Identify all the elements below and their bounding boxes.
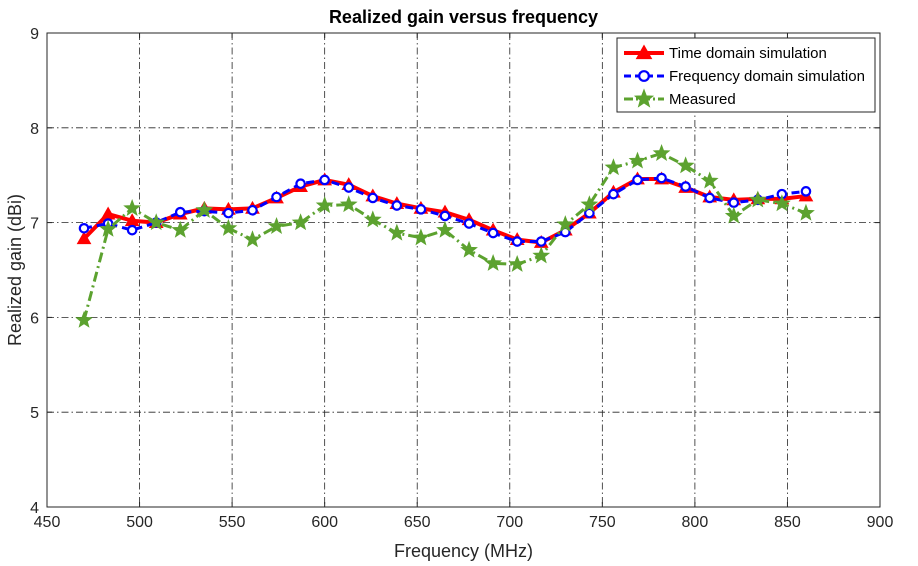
x-tick-label: 900 <box>867 514 894 531</box>
series-layer <box>75 144 815 328</box>
data-point <box>267 217 286 234</box>
data-point <box>415 204 427 215</box>
data-point <box>632 174 643 186</box>
data-point <box>511 236 523 247</box>
data-point <box>532 246 551 264</box>
x-tick-label: 850 <box>774 514 801 531</box>
data-point <box>147 213 166 231</box>
data-point <box>171 220 190 238</box>
x-tick-label: 650 <box>404 514 431 531</box>
data-point <box>463 218 475 229</box>
legend: Time domain simulation Frequency domain s… <box>616 37 876 113</box>
data-point <box>676 156 695 174</box>
x-tick-label: 600 <box>311 514 338 531</box>
data-point <box>700 171 719 189</box>
data-point <box>412 228 430 246</box>
data-point <box>75 310 93 328</box>
data-point <box>748 190 767 208</box>
data-point <box>584 207 595 219</box>
data-point <box>271 191 282 203</box>
data-point <box>78 222 90 234</box>
series-3 <box>75 144 815 328</box>
data-point <box>126 224 138 236</box>
data-point <box>243 230 262 248</box>
legend-marker <box>633 88 655 108</box>
data-point <box>704 192 715 204</box>
data-point <box>387 223 406 241</box>
data-point <box>315 196 334 214</box>
data-point <box>773 194 791 212</box>
y-tick-label: 8 <box>30 121 39 138</box>
data-point <box>195 200 214 218</box>
legend-label: Frequency domain simulation <box>669 68 865 85</box>
legend-marker <box>638 70 650 82</box>
chart-title: Realized gain versus frequency <box>329 7 598 27</box>
data-point <box>797 203 815 221</box>
data-point <box>363 210 382 228</box>
data-point <box>535 236 547 247</box>
y-tick-label: 6 <box>30 310 39 327</box>
data-point <box>487 227 499 239</box>
data-point <box>628 151 647 169</box>
data-point <box>319 174 330 186</box>
data-point <box>439 210 451 222</box>
data-point <box>580 195 599 213</box>
data-point <box>339 195 358 213</box>
data-point <box>247 204 258 216</box>
data-point <box>291 213 310 231</box>
data-point <box>123 199 142 216</box>
y-tick-label: 9 <box>30 26 39 43</box>
series-2 <box>78 172 812 247</box>
data-point <box>76 231 92 245</box>
plot-frame <box>46 32 881 508</box>
data-point <box>223 207 234 219</box>
data-point <box>436 220 454 238</box>
data-point <box>460 240 478 258</box>
x-tick-label: 700 <box>496 514 523 531</box>
data-point <box>680 181 691 192</box>
legend-marker <box>635 44 653 60</box>
axis-ticks: 450 500 550 600 650 700 750 800 850 900 4 5 6 7 8 9 <box>30 26 893 531</box>
data-point <box>656 172 667 184</box>
data-point <box>508 254 527 272</box>
y-tick-label: 7 <box>30 216 39 233</box>
y-axis-title: Realized gain (dBi) <box>5 194 25 346</box>
data-point <box>99 219 117 237</box>
data-point <box>556 215 575 233</box>
data-point <box>367 192 379 204</box>
data-point <box>343 182 355 193</box>
y-tick-label: 5 <box>30 405 39 422</box>
data-point <box>484 254 503 271</box>
x-tick-label: 500 <box>126 514 153 531</box>
legend-label: Time domain simulation <box>669 45 827 62</box>
data-point <box>295 178 306 190</box>
x-tick-label: 550 <box>219 514 246 531</box>
data-point <box>604 158 623 176</box>
legend-label: Measured <box>669 91 736 108</box>
data-point <box>219 218 238 236</box>
y-tick-label: 4 <box>30 500 39 517</box>
data-point <box>174 206 186 218</box>
x-tick-label: 450 <box>34 514 61 531</box>
x-axis-title: Frequency (MHz) <box>394 541 533 561</box>
x-tick-label: 800 <box>682 514 709 531</box>
x-tick-label: 750 <box>589 514 616 531</box>
data-point <box>652 144 671 161</box>
data-point <box>391 200 403 211</box>
data-point <box>608 188 619 200</box>
data-point <box>724 206 743 224</box>
data-point <box>800 186 812 197</box>
data-point <box>728 197 740 208</box>
